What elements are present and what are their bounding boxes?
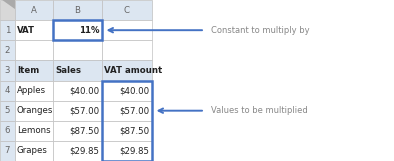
Text: 3: 3 bbox=[5, 66, 10, 75]
Text: Constant to multiply by: Constant to multiply by bbox=[211, 26, 309, 35]
Bar bbox=[0, 20, 15, 40]
Bar bbox=[0, 0, 15, 20]
Bar bbox=[0, 60, 15, 80]
Bar bbox=[15, 101, 53, 121]
Bar bbox=[53, 0, 102, 20]
Text: 2: 2 bbox=[5, 46, 10, 55]
Bar bbox=[0, 141, 15, 161]
Bar bbox=[0, 101, 15, 121]
Text: $57.00: $57.00 bbox=[119, 106, 149, 115]
Text: 5: 5 bbox=[5, 106, 10, 115]
Text: Apples: Apples bbox=[17, 86, 46, 95]
Text: $87.50: $87.50 bbox=[69, 126, 99, 135]
Bar bbox=[15, 80, 53, 101]
Text: Sales: Sales bbox=[55, 66, 81, 75]
Text: $40.00: $40.00 bbox=[119, 86, 149, 95]
Bar bbox=[102, 80, 152, 101]
Bar bbox=[102, 80, 152, 161]
Text: VAT: VAT bbox=[17, 26, 35, 35]
Bar bbox=[102, 0, 152, 20]
Text: VAT amount: VAT amount bbox=[104, 66, 162, 75]
Bar bbox=[15, 40, 53, 60]
Text: $40.00: $40.00 bbox=[69, 86, 99, 95]
Bar bbox=[15, 0, 53, 20]
Bar bbox=[53, 80, 102, 101]
Text: 7: 7 bbox=[5, 147, 10, 155]
Bar bbox=[53, 20, 102, 40]
Bar bbox=[102, 121, 152, 141]
Bar bbox=[102, 40, 152, 60]
Bar bbox=[0, 40, 15, 60]
Polygon shape bbox=[2, 0, 15, 9]
Text: B: B bbox=[74, 6, 80, 14]
Bar bbox=[15, 60, 53, 80]
Text: Grapes: Grapes bbox=[17, 147, 48, 155]
Text: Item: Item bbox=[17, 66, 39, 75]
Text: $29.85: $29.85 bbox=[119, 147, 149, 155]
Bar bbox=[102, 101, 152, 121]
Text: 4: 4 bbox=[5, 86, 10, 95]
Bar bbox=[102, 60, 152, 80]
Text: 1: 1 bbox=[5, 26, 10, 35]
Bar bbox=[102, 141, 152, 161]
Text: Oranges: Oranges bbox=[17, 106, 53, 115]
Bar bbox=[53, 141, 102, 161]
Bar bbox=[15, 121, 53, 141]
Bar bbox=[0, 121, 15, 141]
Text: $87.50: $87.50 bbox=[119, 126, 149, 135]
Text: $57.00: $57.00 bbox=[69, 106, 99, 115]
Text: $29.85: $29.85 bbox=[69, 147, 99, 155]
Text: Values to be multiplied: Values to be multiplied bbox=[211, 106, 308, 115]
Bar bbox=[15, 141, 53, 161]
Bar bbox=[53, 20, 102, 40]
Bar bbox=[15, 20, 53, 40]
Bar bbox=[102, 20, 152, 40]
Text: 6: 6 bbox=[5, 126, 10, 135]
Text: C: C bbox=[124, 6, 130, 14]
Text: Lemons: Lemons bbox=[17, 126, 50, 135]
Text: A: A bbox=[31, 6, 37, 14]
Bar bbox=[0, 80, 15, 101]
Bar bbox=[53, 121, 102, 141]
Bar bbox=[53, 60, 102, 80]
Text: 11%: 11% bbox=[79, 26, 99, 35]
Bar bbox=[53, 101, 102, 121]
Bar bbox=[53, 40, 102, 60]
